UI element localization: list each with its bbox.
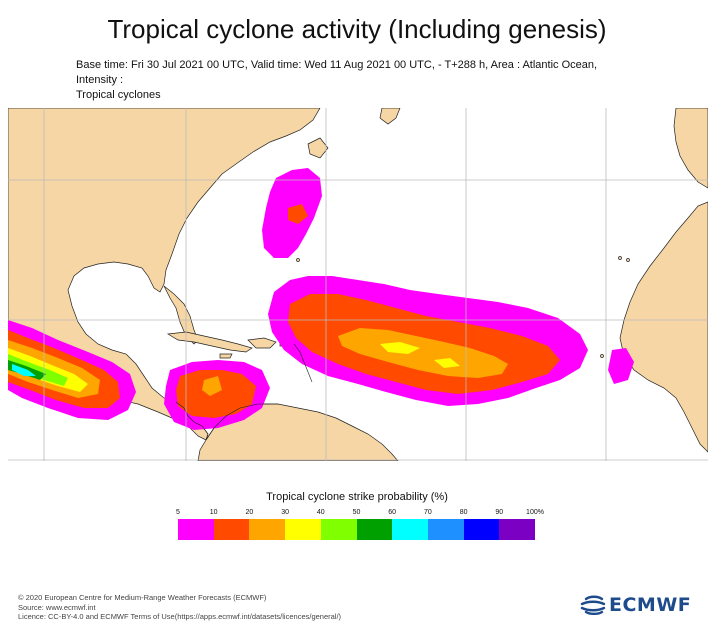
- atlantic-band-30pct-b: [434, 358, 460, 368]
- legend-swatch: [320, 519, 357, 540]
- caribbean-blob-10pct: [176, 370, 256, 418]
- footer-copyright: © 2020 European Centre for Medium-Range …: [18, 593, 267, 602]
- footer-licence: Licence: CC-BY-4.0 and ECMWF Terms of Us…: [18, 612, 342, 621]
- caribbean-blob-20pct: [202, 376, 222, 396]
- legend-swatch: [178, 519, 214, 540]
- greenland: [379, 108, 401, 125]
- legend-tick-label: 40: [316, 509, 325, 516]
- legend-swatch: [285, 519, 321, 540]
- legend-tick-label: 50: [352, 509, 361, 516]
- legend-swatch: [427, 519, 464, 540]
- antilles-overlay: [293, 343, 313, 383]
- legend-tick-label: 100%: [526, 509, 544, 516]
- hispaniola: [247, 337, 277, 349]
- africa-coast-spot-5pct: [608, 348, 634, 384]
- legend-tick-label: 90: [495, 509, 504, 516]
- ecmwf-logo-text: ECMWF: [609, 594, 692, 616]
- legend-tick-label: 10: [209, 509, 218, 516]
- legend-swatch: [356, 519, 393, 540]
- footer-source: Source: www.ecmwf.int: [18, 602, 96, 612]
- coastlines-overlay: [175, 343, 313, 441]
- legend-swatch: [499, 519, 536, 540]
- europe: [673, 108, 708, 189]
- legend-tick-label: 20: [245, 509, 254, 516]
- legend-swatch: [249, 519, 286, 540]
- legend-title: Tropical cyclone strike probability (%): [266, 491, 448, 503]
- map-svg: [8, 108, 708, 461]
- legend-tick-label: 30: [281, 509, 289, 516]
- pacific-streak-60pct: [12, 364, 36, 376]
- legend-swatch: [392, 519, 428, 540]
- canary-island-2: [626, 258, 630, 262]
- north-swath-10pct: [288, 204, 308, 224]
- forecast-info-line2: Tropical cyclones: [76, 89, 161, 101]
- legend-color-bar: [178, 519, 536, 540]
- graticule: [8, 108, 708, 461]
- forecast-info: Base time: Fri 30 Jul 2021 00 UTC, Valid…: [76, 58, 636, 103]
- legend-swatch: [463, 519, 500, 540]
- ecmwf-logo: ECMWF: [580, 594, 691, 616]
- caribbean-coast-overlay: [175, 401, 278, 441]
- legend-tick-label: 60: [388, 509, 397, 516]
- bermuda: [296, 258, 300, 262]
- ecmwf-logo-icon: [580, 595, 606, 615]
- cape-verde-island: [600, 354, 604, 358]
- newfoundland: [307, 137, 329, 159]
- probability-map: [8, 108, 708, 461]
- probability-areas: [8, 168, 634, 430]
- legend-tick-labels: 5 10 20 30 40 50 60 70 80 90 100%: [176, 509, 544, 521]
- canary-island-1: [618, 256, 622, 260]
- atlantic-band-20pct: [338, 328, 508, 378]
- copyright-footer: © 2020 European Centre for Medium-Range …: [18, 593, 478, 622]
- jamaica: [219, 353, 233, 359]
- legend-tick-label: 5: [176, 509, 180, 516]
- north-america-landmass: [8, 108, 321, 419]
- africa: [619, 201, 708, 453]
- page-title: Tropical cyclone activity (Including gen…: [107, 14, 607, 44]
- pacific-streak-40pct: [8, 354, 68, 386]
- legend-tick-label: 80: [459, 509, 468, 516]
- atlantic-band-30pct: [380, 342, 420, 354]
- land-masses: [8, 108, 708, 461]
- legend-tick-label: 70: [423, 509, 432, 516]
- cuba: [166, 331, 253, 353]
- legend-swatch: [213, 519, 250, 540]
- forecast-info-line1: Base time: Fri 30 Jul 2021 00 UTC, Valid…: [76, 59, 598, 86]
